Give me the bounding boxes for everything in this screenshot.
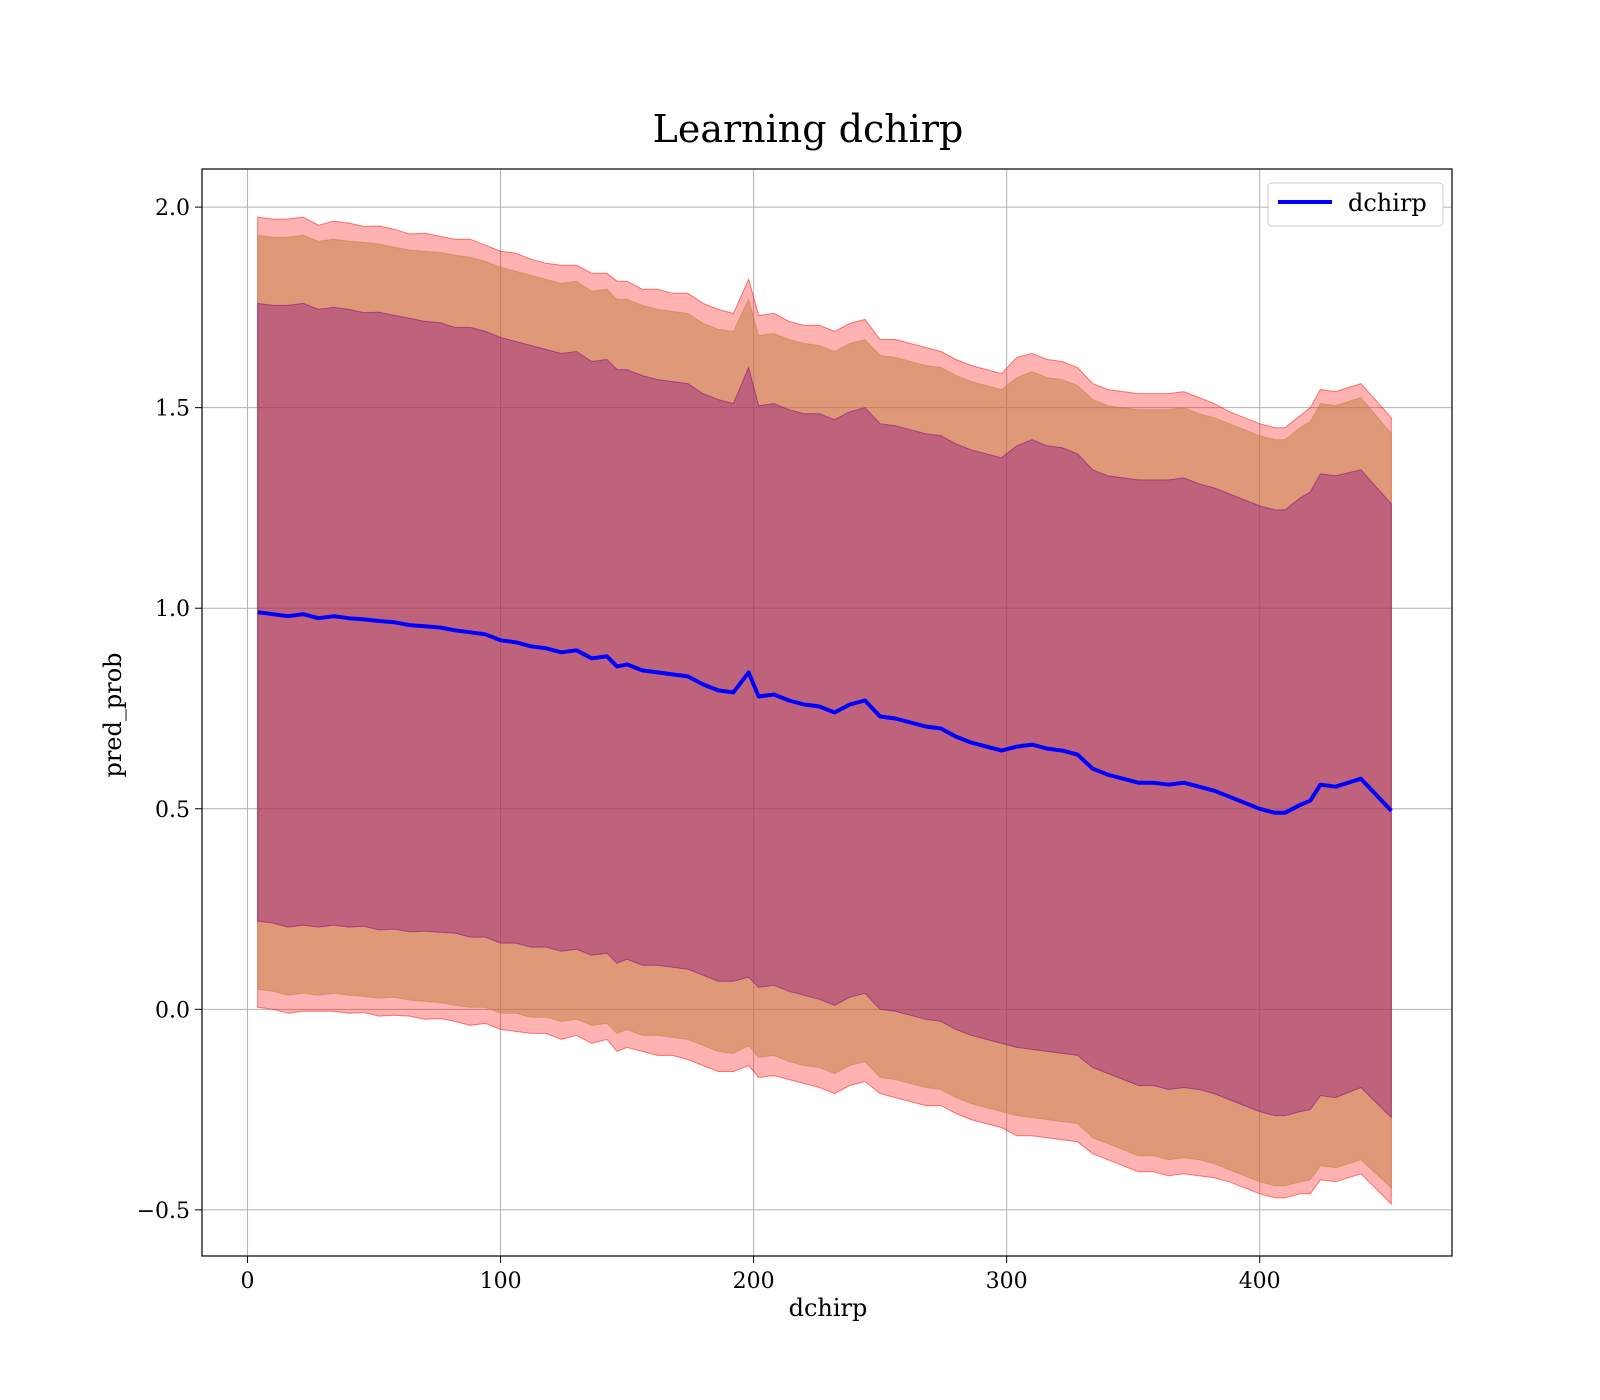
series-lines bbox=[257, 610, 1393, 815]
series-line-dchirp bbox=[257, 610, 1393, 815]
y-tick-label: −0.5 bbox=[137, 1199, 190, 1224]
x-axis-label: dchirp bbox=[789, 1294, 868, 1322]
y-tick-label: 1.0 bbox=[155, 597, 190, 622]
x-tick-label: 200 bbox=[733, 1269, 775, 1294]
confidence-band-2 bbox=[257, 234, 1392, 1189]
x-axis-ticks: 0 100 200 300 400 bbox=[241, 1256, 1281, 1294]
y-tick-label: 0.5 bbox=[155, 798, 190, 823]
x-tick-label: 100 bbox=[480, 1269, 522, 1294]
x-tick-label: 300 bbox=[986, 1269, 1028, 1294]
x-tick-label: 400 bbox=[1239, 1269, 1281, 1294]
y-tick-label: 0.0 bbox=[155, 998, 190, 1023]
y-axis-ticks: −0.5 0.0 0.5 1.0 1.5 2.0 bbox=[137, 196, 202, 1224]
y-axis-label: pred_prob bbox=[99, 652, 127, 777]
y-tick-label: 1.5 bbox=[155, 397, 190, 422]
chart-title: Learning dchirp bbox=[653, 107, 964, 151]
legend: dchirp bbox=[1267, 182, 1444, 227]
legend-label: dchirp bbox=[1348, 189, 1427, 217]
x-tick-label: 0 bbox=[241, 1269, 255, 1294]
y-tick-label: 2.0 bbox=[155, 196, 190, 221]
legend-box bbox=[1267, 182, 1444, 227]
plot-frame bbox=[201, 168, 1453, 1257]
